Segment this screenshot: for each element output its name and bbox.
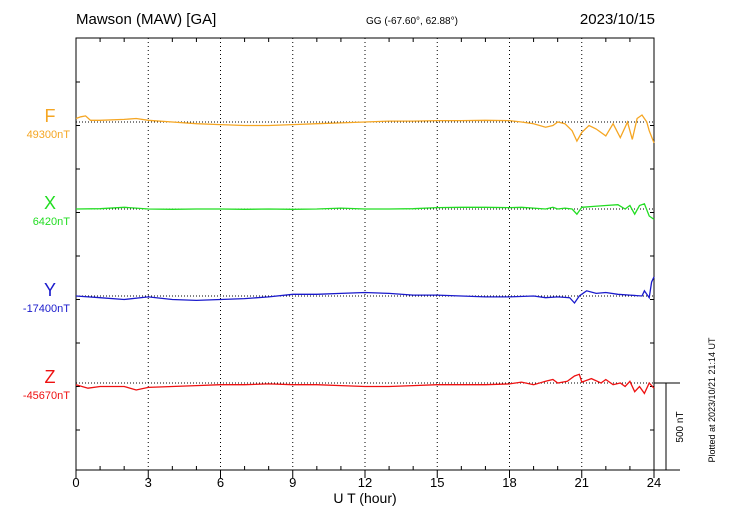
x-axis-label: U T (hour) [333,490,396,506]
series-labels: F 49300nT X 6420nT Y -17400nT Z -45670nT [23,106,70,402]
frame-ticks [76,38,654,470]
x-tick-label-12: 12 [358,475,372,490]
trace-z [75,373,655,395]
trace-f [75,114,655,144]
geo-coordinates: GG (-67.60°, 62.88°) [366,16,458,27]
x-axis-ticks: 0 3 6 9 12 15 18 21 24 [72,470,661,490]
series-name-f: F [45,106,56,126]
baseline-label-x: 6420nT [33,216,71,228]
x-tick-label-18: 18 [502,475,516,490]
station-title: Mawson (MAW) [GA] [76,11,216,28]
x-tick-label-21: 21 [575,475,589,490]
trace-y [75,276,655,305]
series-name-y: Y [44,280,56,300]
scale-bar: 500 nT [654,382,686,471]
trace-x [75,202,655,220]
x-tick-label-0: 0 [72,475,79,490]
x-tick-label-6: 6 [217,475,224,490]
series-name-x: X [44,193,56,213]
baseline-label-y: -17400nT [23,303,70,315]
x-tick-label-15: 15 [430,475,444,490]
scale-bar-label: 500 nT [675,411,686,442]
x-tick-label-9: 9 [289,475,296,490]
vertical-grid [147,38,583,470]
x-tick-label-24: 24 [647,475,661,490]
baseline-label-f: 49300nT [27,129,71,141]
x-tick-label-3: 3 [145,475,152,490]
series-traces [75,114,655,395]
plotted-timestamp: Plotted at 2023/10/21 21:14 UT [707,337,717,463]
series-name-z: Z [45,367,56,387]
baselines [76,121,654,384]
baseline-label-z: -45670nT [23,390,70,402]
date-label: 2023/10/15 [580,11,655,28]
